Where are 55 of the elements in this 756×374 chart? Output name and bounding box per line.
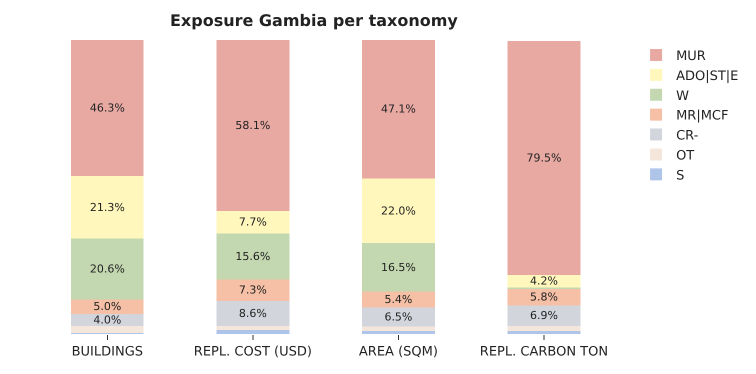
data-label: 21.3% — [90, 200, 125, 214]
data-label: 5.0% — [93, 300, 122, 314]
bar — [216, 279, 290, 301]
bar — [70, 176, 144, 239]
bar — [216, 210, 290, 234]
data-label: 4.0% — [93, 313, 122, 326]
legend-label: CR- — [676, 128, 699, 144]
bar — [508, 305, 580, 326]
data-label: 47.1% — [380, 102, 416, 116]
bar — [362, 326, 435, 332]
data-label: 5.4% — [384, 293, 412, 306]
data-label: 7.3% — [238, 284, 267, 297]
bar — [362, 40, 435, 178]
bar — [216, 233, 290, 280]
data-label: 4.2% — [530, 274, 558, 288]
bar — [70, 326, 144, 334]
data-label: 58.1% — [235, 118, 270, 132]
bar — [508, 331, 580, 334]
bar — [216, 40, 290, 211]
bar — [362, 292, 435, 308]
legend-label: MR|MCF — [676, 108, 728, 124]
bar — [362, 243, 435, 292]
bar — [362, 178, 435, 244]
data-label: 6.5% — [384, 310, 412, 324]
legend-label: ADO|ST|E — [676, 68, 738, 84]
bar — [216, 330, 290, 334]
bar — [70, 314, 144, 326]
x-tick-label: BUILDINGS — [72, 344, 144, 360]
data-label: 15.6% — [235, 250, 270, 263]
legend-label: OT — [676, 148, 694, 164]
data-label: 6.9% — [530, 309, 558, 322]
x-tick-label: AREA (SQM) — [358, 344, 438, 360]
bar — [216, 300, 290, 326]
legend-label: S — [676, 168, 684, 184]
data-label: 20.6% — [90, 262, 125, 276]
legend-label: MUR — [676, 49, 706, 64]
bar — [508, 41, 580, 275]
data-label: 7.7% — [238, 216, 267, 229]
bar — [362, 308, 435, 327]
bar — [216, 326, 290, 330]
legend-label: W — [676, 88, 690, 104]
data-label: 5.8% — [530, 290, 558, 304]
bar — [70, 40, 144, 176]
data-label: 79.5% — [526, 152, 562, 165]
x-tick-label: REPL. COST (USD) — [194, 344, 312, 360]
data-label: 8.6% — [238, 306, 267, 320]
bar — [508, 274, 580, 288]
data-label: 22.0% — [380, 204, 416, 218]
data-label: 16.5% — [380, 260, 416, 274]
chart-title: Exposure Gambia per taxonomy — [170, 11, 458, 30]
x-tick-label: REPL. CARBON TON — [480, 344, 608, 360]
data-label: 46.3% — [90, 102, 125, 115]
bar — [70, 238, 144, 300]
bar — [362, 331, 435, 334]
bar — [508, 326, 580, 332]
